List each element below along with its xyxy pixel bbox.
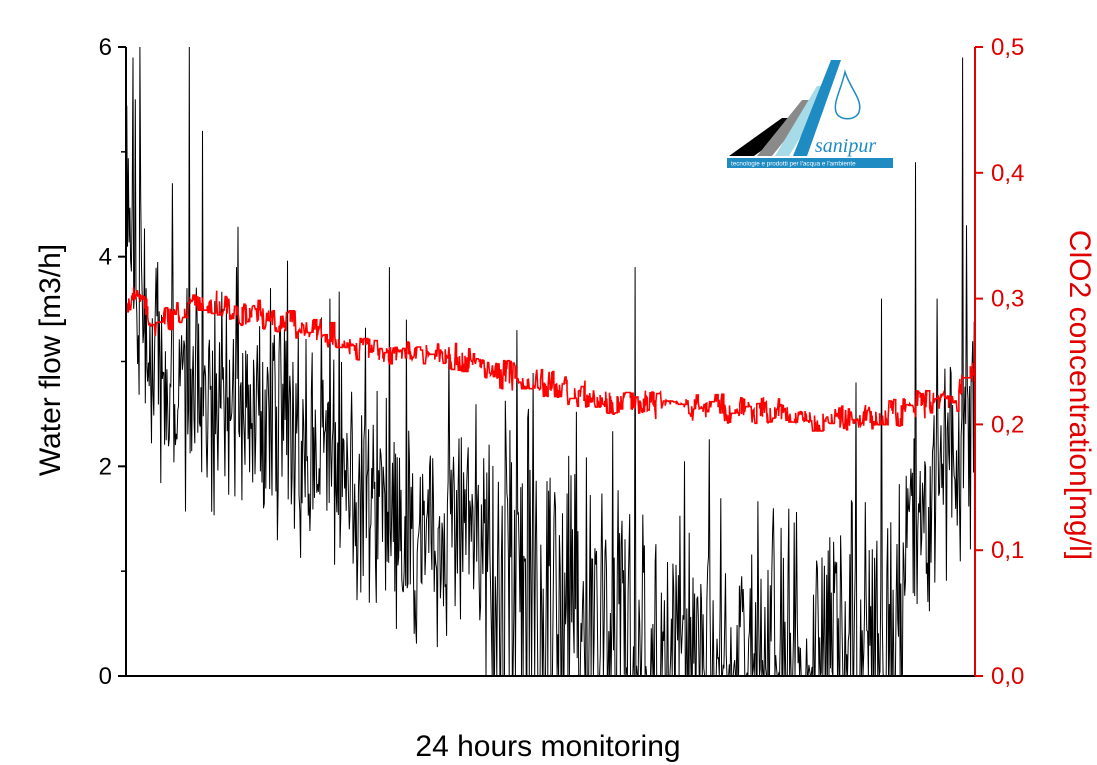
y-left-tick-label: 0 [99, 663, 112, 690]
plot-area [126, 47, 975, 676]
y-left-tick-label: 4 [99, 244, 112, 271]
y-right-tick-label: 0,0 [991, 663, 1024, 690]
y-right-tick-label: 0,3 [991, 286, 1024, 313]
y-right-tick-label: 0,4 [991, 160, 1024, 187]
clo2-series-line [126, 287, 975, 432]
y-axis-title-left: Water flow [m3/h] [34, 244, 67, 476]
water-flow-series-line [126, 47, 975, 676]
logo-wordmark: sanipur [815, 135, 876, 157]
sanipur-logo: sanipur tecnologie e prodotti per l'acqu… [727, 60, 893, 168]
y-right-tick-label: 0,5 [991, 34, 1024, 61]
axes: 0 2 4 6 0,0 0,1 0,2 0,3 0,4 0,5 [99, 34, 1025, 690]
logo-tagline-bar [727, 158, 893, 168]
y-axis-title-right: ClO2 concentration[mg/l] [1063, 230, 1096, 560]
y-left-tick-label: 6 [99, 34, 112, 61]
y-left-tick-label: 2 [99, 453, 112, 480]
water-drop-icon [834, 69, 861, 120]
logo-tagline: tecnologie e prodotti per l'acqua e l'am… [731, 161, 856, 168]
x-axis-title: 24 hours monitoring [415, 730, 680, 763]
y-right-tick-label: 0,1 [991, 537, 1024, 564]
logo-stripe-blue [793, 60, 841, 156]
y-right-tick-label: 0,2 [991, 411, 1024, 438]
